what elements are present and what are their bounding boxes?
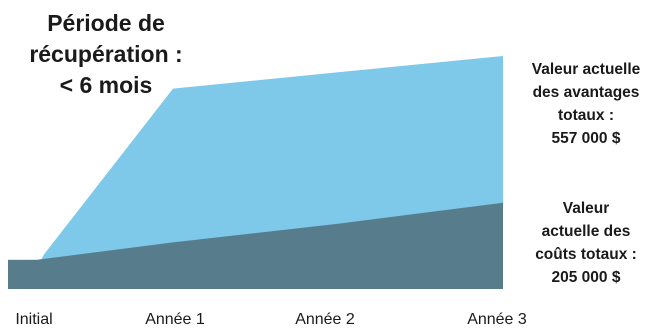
benefits-line-2: des avantages [532,84,640,101]
x-tick-label: Année 1 [145,311,205,328]
costs-line-2: actuelle des [541,223,631,240]
costs-line-1: Valeur [562,200,610,217]
benefits-amount: 557 000 $ [551,130,621,147]
costs-value-callout: Valeur actuelle des coûts totaux : 205 0… [506,197,665,289]
x-tick-label: Année 2 [295,311,355,328]
x-tick-label: Initial [15,311,52,328]
payback-period-callout: Période de récupération : < 6 mois [6,8,206,101]
costs-line-3: coûts totaux : [535,246,637,263]
payback-line-3: < 6 mois [59,72,153,98]
x-axis-ticks: Initial Année 1 Année 2 Année 3 [15,311,527,328]
benefits-value-callout: Valeur actuelle des avantages totaux : 5… [506,58,665,150]
payback-line-2: récupération : [29,41,183,67]
payback-line-1: Période de [47,10,165,36]
costs-area [8,202,503,289]
benefits-line-1: Valeur actuelle [531,61,641,78]
costs-amount: 205 000 $ [551,269,621,286]
x-tick-label: Année 3 [467,311,527,328]
chart-areas [8,56,503,289]
benefits-line-3: totaux : [558,107,614,124]
